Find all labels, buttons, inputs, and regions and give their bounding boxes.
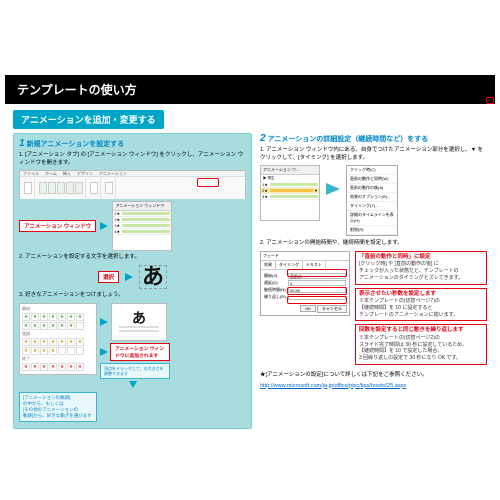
instruction-page: テンプレートの使い方 アニメーションを追加・変更する 1新規アニメーションを設定… xyxy=(5,75,495,425)
animation-gallery-mock: 開始 ★★★★★★★ ★★★★★★ 強調 ★★★★★★★ ★★★★ 終了 ★★★… xyxy=(19,303,97,375)
glyph-a: あ xyxy=(139,265,167,289)
col2-footer: ★[アニメーションの設定]について詳しくは下記をご参照ください。 xyxy=(260,372,487,380)
red-note-2: 表示させたい秒数を設定します ※本テンプレートの(切替ページ7)の 【継続時間】… xyxy=(355,288,487,322)
col1-step1: 1. [アニメーション タブ] の [アニメーション ウィンドウ] をクリックし… xyxy=(19,152,246,167)
col1-heading: 1新規アニメーションを設定する xyxy=(19,138,246,149)
anim-panel-mock: アニメーション ウィンドウ 1★ 2★ 3★ 4★ xyxy=(112,201,172,251)
reference-link[interactable]: http://www.microsoft.com/ja-jp/office/pi… xyxy=(260,383,406,389)
arrow-right-big-icon xyxy=(326,183,340,195)
column-1: 1新規アニメーションを設定する 1. [アニメーション タブ] の [アニメーシ… xyxy=(13,133,252,429)
col2-step2: 2. アニメーションの開始時間や、継続時間を設定します。 xyxy=(260,240,487,248)
context-menu-mock: クリック時(C) 直前の動作と同時(W) 直前の動作の後(A) 効果のオプション… xyxy=(346,165,398,236)
col2-heading: 2アニメーションの詳細設定（継続時間など）をする xyxy=(260,133,487,144)
ribbon-mock-1: ファイルホーム挿入デザインアニメーション xyxy=(19,170,246,198)
anim-panel-mock-2: アニメーション ウ… ▶ 再生 1★ 2★▼ 3★ xyxy=(260,165,320,221)
teal-note: [アニメーションの軌跡] の中から、もしくは [その他のアニメーションの 軌跡]… xyxy=(19,392,97,421)
callout-select: 選択 xyxy=(98,271,119,283)
slide-mock: あ xyxy=(111,303,167,341)
callout-anim-window: アニメーション ウィンドウ xyxy=(19,220,96,232)
section-title: アニメーションを追加・変更する xyxy=(13,110,164,129)
red-note-1: 「直前の動作と同時」に設定 [クリック時] や [直前の動作の後] に チェック… xyxy=(355,251,487,285)
timing-dialog-mock: フェード 効果タイミングテキスト 開始(S):直前の… 遅延(D):0 継続時間… xyxy=(260,251,350,316)
col1-step2: 2. アニメーションを設定する文字を選択します。 xyxy=(19,254,246,262)
main-content: アニメーションを追加・変更する 1新規アニメーションを設定する 1. [アニメー… xyxy=(5,104,495,435)
page-title: テンプレートの使い方 xyxy=(17,83,137,97)
page-title-bar: テンプレートの使い方 xyxy=(5,75,495,104)
arrow-down-icon xyxy=(129,381,137,388)
arrow-right-icon xyxy=(100,222,108,230)
col2-step1: 1. アニメーション ウィンドウ内にある、自身でつけたアニメーション部分を選択し… xyxy=(260,147,487,162)
callout-added: アニメーション ウィンドウに追加されます xyxy=(110,343,170,361)
red-note-3: 回数を設定すると同じ動きを繰り返します ※本テンプレートの(切替ページ2)の ス… xyxy=(355,324,487,364)
popup-note: 頂点をドラッグして、の大きさを調整できます xyxy=(100,363,170,379)
column-2: 2アニメーションの詳細設定（継続時間など）をする 1. アニメーション ウィンド… xyxy=(260,133,487,429)
arrow-right-icon xyxy=(100,318,108,326)
col1-step3: 3. 好きなアニメーションをつけましょう。 xyxy=(19,292,246,300)
arrow-right-icon xyxy=(125,273,133,281)
arrow-right-icon xyxy=(100,348,108,356)
